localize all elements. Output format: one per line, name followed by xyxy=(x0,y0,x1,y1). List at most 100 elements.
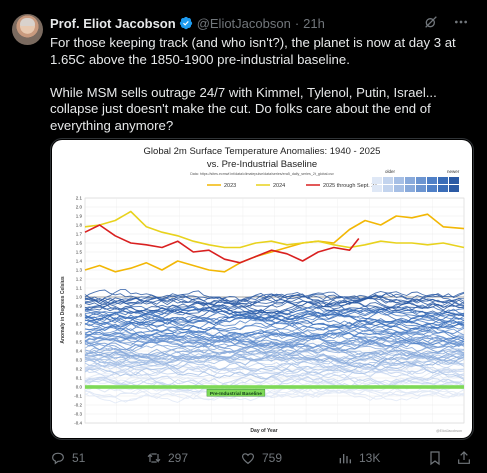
y-tick-label: 0.3 xyxy=(76,358,83,363)
legend-older-label: older xyxy=(385,169,396,174)
y-tick-label: 0.1 xyxy=(76,376,83,381)
legend-gradient-cell xyxy=(394,185,404,192)
historical-year-line xyxy=(84,357,465,372)
historical-year-line xyxy=(84,373,465,390)
historical-year-line xyxy=(84,291,465,305)
media-card[interactable]: Global 2m Surface Temperature Anomalies:… xyxy=(50,138,474,440)
historical-year-line xyxy=(84,317,465,333)
y-tick-label: -0.3 xyxy=(74,412,82,417)
y-tick-label: 0.7 xyxy=(76,322,83,327)
baseline-band xyxy=(85,385,464,389)
chart-svg: Global 2m Surface Temperature Anomalies:… xyxy=(60,146,465,434)
x-axis-label: Day of Year xyxy=(250,428,277,434)
y-tick-label: 1.5 xyxy=(76,250,83,255)
legend-label: 2025 through Sept. 21 xyxy=(323,183,377,189)
y-tick-label: 1.6 xyxy=(76,241,83,246)
legend-gradient-cell xyxy=(438,185,448,192)
action-bar: 51 297 759 13K xyxy=(50,448,474,468)
legend-newer-label: newer xyxy=(447,169,460,174)
historical-year-line xyxy=(84,322,465,337)
post-time[interactable]: 21h xyxy=(303,15,325,31)
historical-year-line xyxy=(84,313,465,327)
historical-year-line xyxy=(84,387,465,403)
y-tick-label: 1.7 xyxy=(76,232,83,237)
historical-year-line xyxy=(84,328,465,345)
series-line xyxy=(84,210,465,249)
historical-year-line xyxy=(84,361,465,378)
y-tick-label: 0.6 xyxy=(76,331,83,336)
y-tick-label: 1.1 xyxy=(76,286,83,291)
repost-count: 297 xyxy=(168,451,189,465)
author-name[interactable]: Prof. Eliot Jacobson xyxy=(50,15,176,31)
legend-gradient-cell xyxy=(416,177,426,184)
views-count: 13K xyxy=(359,451,381,465)
avatar[interactable] xyxy=(12,14,43,45)
more-icon[interactable] xyxy=(453,14,469,30)
y-tick-label: 2.0 xyxy=(76,205,83,210)
y-tick-label: 0.2 xyxy=(76,367,83,372)
legend-gradient-cell xyxy=(383,177,393,184)
y-tick-label: 1.2 xyxy=(76,277,83,282)
historical-year-line xyxy=(84,389,465,400)
historical-year-line xyxy=(84,383,465,402)
legend-gradient-cell xyxy=(449,177,459,184)
views-button[interactable]: 13K xyxy=(337,448,380,468)
historical-year-line xyxy=(84,384,465,404)
legend-gradient-cell xyxy=(394,177,404,184)
historical-year-line xyxy=(84,343,465,360)
temperature-chart[interactable]: Global 2m Surface Temperature Anomalies:… xyxy=(52,140,472,438)
like-button[interactable]: 759 xyxy=(240,448,282,468)
legend-label: 2024 xyxy=(273,183,285,189)
y-tick-label: 1.9 xyxy=(76,214,83,219)
reply-icon xyxy=(52,452,64,465)
historical-year-line xyxy=(84,355,465,370)
reply-button[interactable]: 51 xyxy=(50,448,85,468)
legend-gradient-cell xyxy=(427,185,437,192)
historical-year-line xyxy=(84,313,465,329)
y-tick-label: -0.4 xyxy=(74,421,82,426)
y-tick-label: 1.0 xyxy=(76,295,83,300)
y-axis-label: Anomaly in Degrees Celsius xyxy=(60,276,66,343)
tweet-header: Prof. Eliot Jacobson @EliotJacobson · 21… xyxy=(50,14,325,32)
grok-icon[interactable] xyxy=(423,14,439,30)
like-count: 759 xyxy=(262,451,283,465)
separator-dot: · xyxy=(294,15,300,31)
verified-badge-icon xyxy=(179,16,192,30)
historical-year-line xyxy=(84,329,465,342)
repost-button[interactable]: 297 xyxy=(146,448,188,468)
legend-gradient-cell xyxy=(405,185,415,192)
y-tick-label: 2.1 xyxy=(76,196,83,201)
historical-year-line xyxy=(84,306,465,321)
legend-gradient-cell xyxy=(438,177,448,184)
tweet-paragraph-1: For those keeping track (and who isn't?)… xyxy=(50,35,456,67)
author-handle[interactable]: @EliotJacobson xyxy=(196,15,291,31)
historical-year-line xyxy=(84,314,465,332)
header-icons xyxy=(423,14,469,30)
historical-year-line xyxy=(84,294,465,313)
y-tick-label: 0.5 xyxy=(76,340,83,345)
y-tick-label: 0.9 xyxy=(76,304,83,309)
legend-gradient-cell xyxy=(383,185,393,192)
chart-source: Data: https://sites.ecmwf.int/data/clima… xyxy=(190,172,334,176)
historical-year-line xyxy=(84,332,465,348)
y-tick-label: 1.3 xyxy=(76,268,83,273)
tweet-text: For those keeping track (and who isn't?)… xyxy=(50,35,474,134)
historical-year-line xyxy=(84,349,465,367)
legend-gradient-cell xyxy=(449,185,459,192)
y-tick-label: -0.2 xyxy=(74,403,82,408)
bookmark-button[interactable] xyxy=(427,448,443,468)
y-tick-label: 0.0 xyxy=(76,385,83,390)
share-button[interactable] xyxy=(456,448,472,468)
watermark: @EliotJacobson xyxy=(436,429,462,433)
chart-title: Global 2m Surface Temperature Anomalies:… xyxy=(144,146,381,157)
legend-gradient-cell xyxy=(372,177,382,184)
tweet-paragraph-2: While MSM sells outrage 24/7 with Kimmel… xyxy=(50,84,437,133)
historical-year-line xyxy=(84,348,465,365)
baseline-label: Pre-Industrial Baseline xyxy=(210,391,262,397)
series-line xyxy=(84,224,360,264)
y-tick-label: 1.4 xyxy=(76,259,83,264)
share-icon xyxy=(458,451,470,464)
legend-gradient-cell xyxy=(416,185,426,192)
legend-gradient-cell xyxy=(427,177,437,184)
